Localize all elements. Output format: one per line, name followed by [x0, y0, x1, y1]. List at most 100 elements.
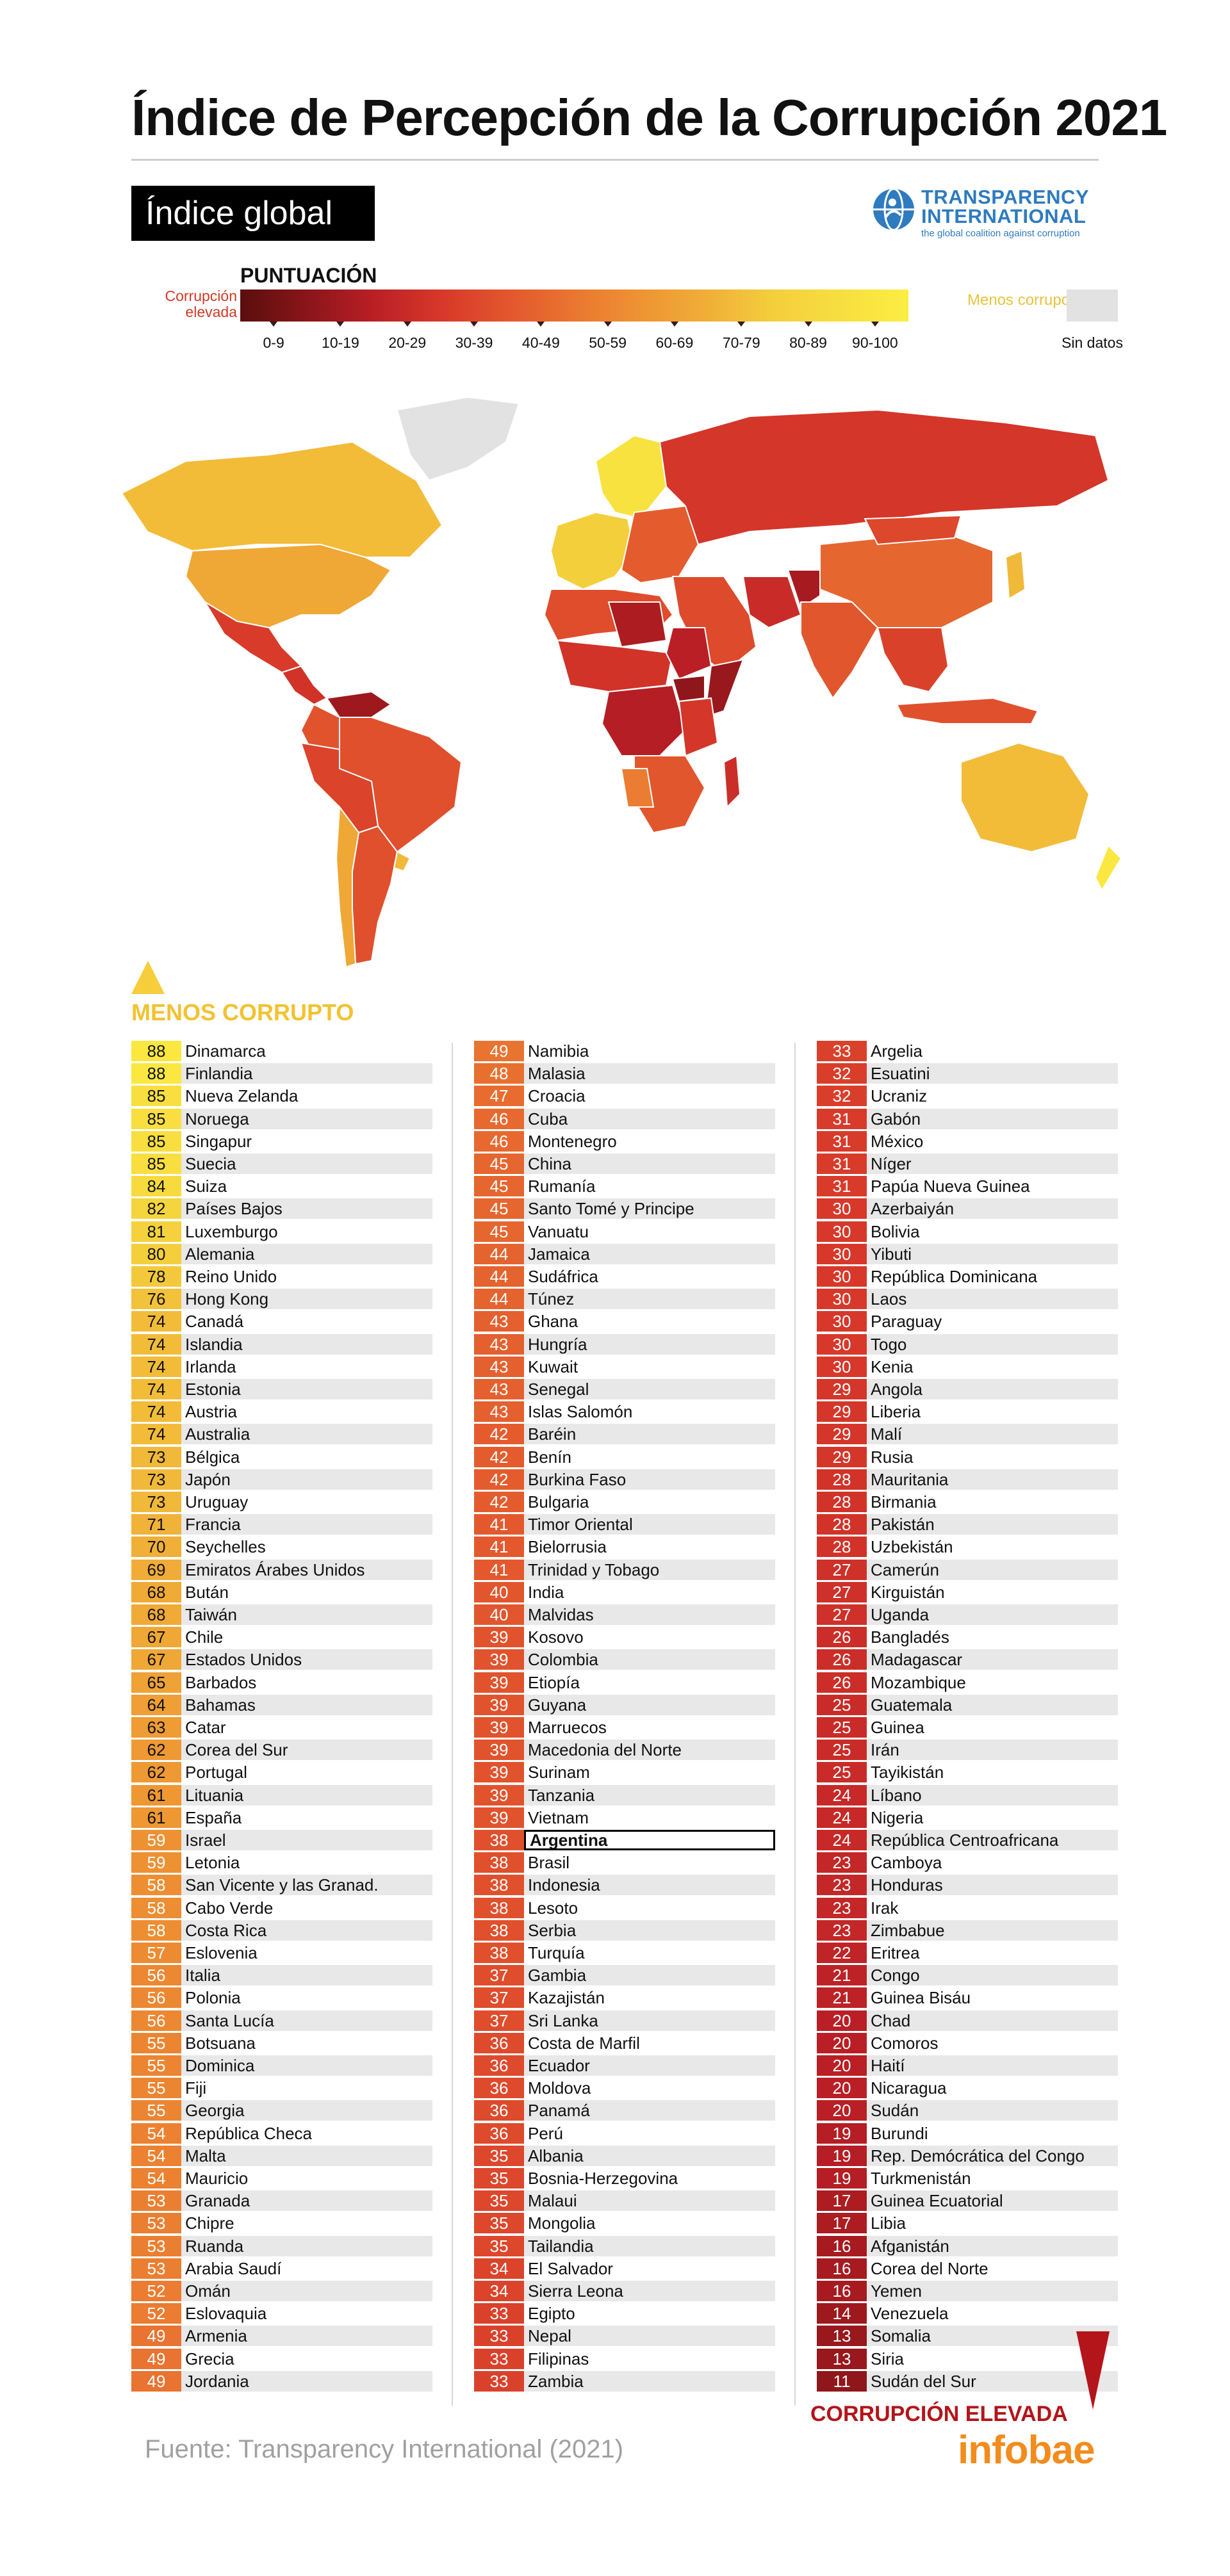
country-name: Togo [867, 1333, 1118, 1355]
score-cell: 62 [131, 1740, 181, 1761]
score-cell: 85 [131, 1086, 181, 1107]
country-name: Baréin [524, 1424, 775, 1445]
score-cell: 61 [131, 1784, 181, 1806]
country-name: Polonia [185, 1988, 241, 2008]
country-name: El Salvador [528, 2258, 613, 2278]
score-cell: 20 [817, 2078, 867, 2099]
score-cell: 24 [817, 1830, 867, 1850]
table-row: 20 Chad [817, 2010, 1118, 2031]
table-row: 67 Chile [131, 1627, 432, 1648]
country-name: Sri Lanka [524, 2010, 775, 2031]
score-cell: 73 [131, 1469, 181, 1490]
table-row: 43 Kuwait [474, 1356, 775, 1377]
table-row: 52 Omán [131, 2281, 432, 2301]
score-cell: 21 [817, 1987, 867, 2009]
logo-name-line2: INTERNATIONAL [921, 205, 1086, 227]
table-row: 40 India [474, 1581, 775, 1602]
country-name: Jamaica [524, 1243, 775, 1264]
score-cell: 22 [817, 1943, 867, 1963]
table-row: 38 Serbia [474, 1920, 775, 1941]
score-cell: 30 [817, 1221, 867, 1242]
score-cell: 74 [131, 1401, 181, 1423]
table-row: 25 Irán [817, 1740, 1118, 1761]
table-row: 28 Mauritania [817, 1469, 1118, 1490]
country-name: Costa de Marfil [528, 2033, 640, 2053]
map-region-north-america [120, 441, 443, 558]
score-cell: 11 [817, 2370, 867, 2392]
score-cell: 29 [817, 1424, 867, 1445]
table-row: 48 Malasia [474, 1063, 775, 1084]
country-name: Sudán del Sur [867, 2370, 1118, 2392]
score-cell: 32 [817, 1063, 867, 1084]
country-name: Jordania [181, 2370, 432, 2392]
table-row: 64 Bahamas [131, 1694, 432, 1715]
more-corrupt-arrow-icon [1076, 2331, 1110, 2409]
table-row: 52 Eslovaquia [131, 2303, 432, 2324]
infobae-logo: infobae [958, 2428, 1095, 2472]
table-row: 33 Egipto [474, 2303, 775, 2324]
table-row: 16 Yemen [817, 2281, 1118, 2301]
score-cell: 16 [817, 2281, 867, 2301]
country-name: Guatemala [867, 1694, 1118, 1715]
score-cell: 17 [817, 2213, 867, 2234]
map-region-libya [607, 601, 668, 648]
score-cell: 28 [817, 1514, 867, 1535]
country-name: Croacia [528, 1086, 586, 1106]
table-row: 85 Nueva Zelanda [131, 1086, 432, 1107]
table-row: 27 Uganda [817, 1604, 1118, 1625]
map-region-uruguay [393, 851, 411, 872]
score-cell: 73 [131, 1446, 181, 1467]
country-name: Portugal [185, 1763, 247, 1782]
table-row: 33 Argelia [817, 1041, 1118, 1061]
country-name: Madagascar [867, 1649, 1118, 1670]
table-row: 39 Colombia [474, 1649, 775, 1670]
score-cell: 28 [817, 1492, 867, 1512]
score-cell: 78 [131, 1266, 181, 1287]
score-cell: 29 [817, 1401, 867, 1423]
score-cell: 41 [474, 1537, 524, 1558]
score-cell: 44 [474, 1243, 524, 1264]
score-cell: 31 [817, 1108, 867, 1129]
table-row: 32 Ucraniz [817, 1086, 1118, 1107]
score-cell: 34 [474, 2281, 524, 2301]
legend-tick [270, 322, 278, 327]
map-region-mongolia [864, 514, 962, 546]
table-row: 54 República Checa [131, 2123, 432, 2144]
score-cell: 19 [817, 2168, 867, 2189]
score-cell: 43 [474, 1311, 524, 1332]
table-row: 73 Japón [131, 1469, 432, 1490]
score-cell: 39 [474, 1740, 524, 1761]
country-name: Reino Unido [185, 1267, 277, 1286]
country-name: Uruguay [185, 1492, 249, 1512]
legend-bin-label: 10-19 [322, 334, 359, 351]
table-row: 67 Estados Unidos [131, 1649, 432, 1670]
country-name: España [185, 1807, 242, 1827]
table-row: 36 Ecuador [474, 2055, 775, 2076]
score-cell: 43 [474, 1333, 524, 1355]
table-row: 85 Singapur [131, 1130, 432, 1152]
table-row: 82 Países Bajos [131, 1198, 432, 1219]
country-name: Etiopía [528, 1672, 580, 1692]
score-cell: 38 [474, 1830, 524, 1850]
table-row: 41 Bielorrusia [474, 1537, 775, 1558]
score-cell: 25 [817, 1694, 867, 1715]
table-row: 43 Hungría [474, 1333, 775, 1355]
map-region-central-africa [601, 684, 687, 756]
score-cell: 70 [131, 1537, 181, 1558]
country-name: Francia [181, 1514, 432, 1535]
table-row: 39 Vietnam [474, 1807, 775, 1828]
table-row: 45 Vanuatu [474, 1221, 775, 1242]
score-cell: 25 [817, 1717, 867, 1738]
country-name: Taiwán [181, 1604, 432, 1625]
country-name: Estonia [181, 1379, 432, 1399]
score-cell: 36 [474, 2032, 524, 2053]
legend-bin-label: 20-29 [388, 334, 427, 351]
country-name: Ghana [528, 1312, 578, 1332]
country-name: Sudáfrica [528, 1267, 598, 1286]
score-cell: 43 [474, 1356, 524, 1377]
country-name: República Centroafricana [867, 1830, 1118, 1850]
country-name: México [871, 1131, 924, 1151]
map-region-australia [960, 742, 1090, 853]
country-name: Brasil [528, 1853, 570, 1873]
country-name: Chile [185, 1627, 224, 1647]
